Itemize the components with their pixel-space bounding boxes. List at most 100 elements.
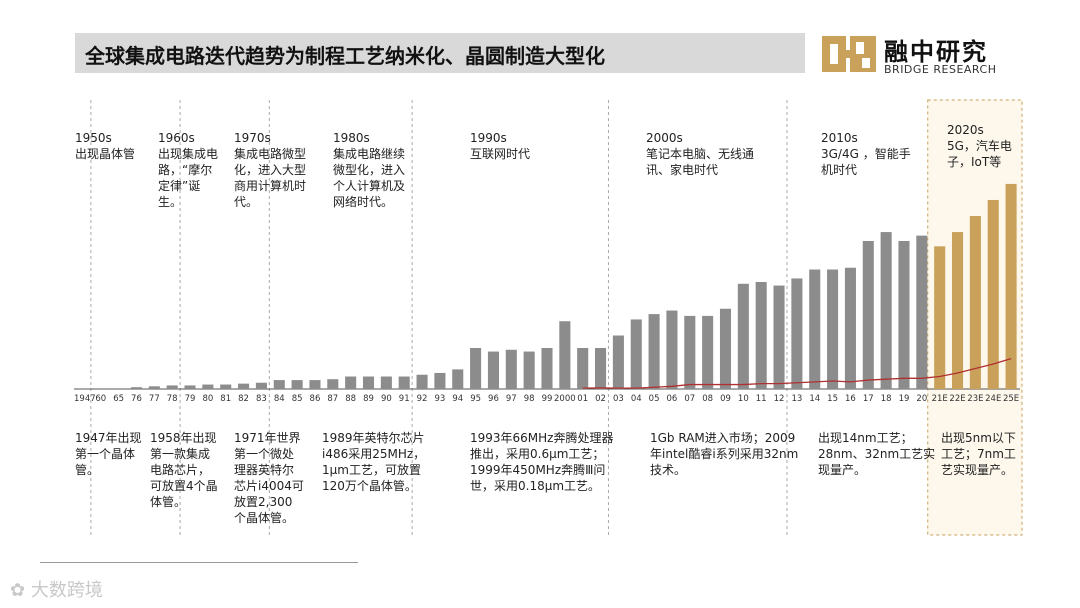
x-tick-label: 78 bbox=[167, 394, 178, 404]
milestone-note: 出现14nm工艺；28nm、32nm工艺实现量产。 bbox=[818, 431, 936, 477]
x-tick-label: 20 bbox=[916, 394, 927, 404]
x-tick-label: 19 bbox=[899, 394, 910, 404]
watermark: ✿ 大数跨境 bbox=[10, 576, 103, 602]
era-label-2000s: 2000s 笔记本电脑、无线通讯、家电时代 bbox=[646, 130, 766, 178]
x-tick-label: 89 bbox=[363, 394, 374, 404]
bar-01 bbox=[577, 347, 589, 389]
x-tick-label: 86 bbox=[310, 394, 321, 404]
x-tick-label: 77 bbox=[149, 394, 160, 404]
bar-78 bbox=[166, 385, 178, 389]
x-tick-label: 15 bbox=[827, 394, 838, 404]
x-tick-label: 60 bbox=[95, 394, 106, 404]
x-tick-label: 99 bbox=[542, 394, 553, 404]
bar-85 bbox=[291, 380, 303, 389]
x-tick-label: 02 bbox=[595, 394, 606, 404]
bar-99 bbox=[541, 347, 553, 389]
x-tick-label: 23E bbox=[967, 394, 983, 404]
x-tick-label: 10 bbox=[738, 394, 749, 404]
x-tick-label: 87 bbox=[327, 394, 338, 404]
watermark-text: 大数跨境 bbox=[30, 580, 103, 601]
bar-97 bbox=[505, 349, 517, 389]
milestone-note: 1947年出现第一个晶体管。 bbox=[75, 431, 142, 477]
era-label-1980s: 1980s 集成电路继续微型化，进入个人计算机及网络时代。 bbox=[333, 130, 413, 210]
era-desc: 出现集成电路，“摩尔定律”诞生。 bbox=[158, 147, 219, 209]
bar-95 bbox=[470, 347, 482, 389]
x-tick-label: 24E bbox=[985, 394, 1001, 404]
era-year: 2000s bbox=[646, 131, 683, 145]
bar-05 bbox=[648, 314, 660, 389]
bar-11 bbox=[755, 282, 767, 389]
x-tick-label: 13 bbox=[791, 394, 802, 404]
milestone-note: 出现5nm以下工艺；7nm工艺实现量产。 bbox=[941, 431, 1016, 477]
milestone-note: 1Gb RAM进入市场；2009年intel酷睿i系列采用32nm技术。 bbox=[650, 431, 799, 477]
bar-77 bbox=[148, 386, 160, 389]
bar-08 bbox=[702, 315, 714, 389]
bar-91 bbox=[398, 376, 410, 389]
bar-94 bbox=[452, 369, 464, 389]
bar-82 bbox=[238, 383, 250, 389]
era-year: 1990s bbox=[470, 131, 507, 145]
era-label-1970s: 1970s 集成电路微型化，进入大型商用计算机时代。 bbox=[234, 130, 306, 210]
x-tick-label: 83 bbox=[256, 394, 267, 404]
bar-83 bbox=[255, 382, 267, 389]
bar-06 bbox=[666, 310, 678, 389]
bar-20 bbox=[916, 235, 928, 389]
bar-15 bbox=[827, 269, 839, 389]
x-tick-label: 18 bbox=[881, 394, 892, 404]
bar-84 bbox=[273, 380, 285, 389]
bar-87 bbox=[327, 379, 339, 389]
x-tick-label: 79 bbox=[185, 394, 196, 404]
x-tick-label: 01 bbox=[577, 394, 588, 404]
x-tick-label: 96 bbox=[488, 394, 499, 404]
bar-80 bbox=[202, 384, 214, 389]
bar-23E bbox=[969, 216, 981, 389]
bar-76 bbox=[130, 387, 143, 389]
x-tick-label: 08 bbox=[702, 394, 713, 404]
era-year: 1980s bbox=[333, 131, 370, 145]
era-label-2010s: 2010s 3G/4G ，智能手机时代 bbox=[821, 130, 911, 178]
x-tick-label: 04 bbox=[631, 394, 642, 404]
x-tick-label: 90 bbox=[381, 394, 392, 404]
milestone-note: 1989年英特尔芯片i486采用25MHz，1μm工艺，可放置120万个晶体管。 bbox=[322, 431, 426, 493]
bar-86 bbox=[309, 380, 321, 389]
era-desc: 集成电路微型化，进入大型商用计算机时代。 bbox=[234, 147, 307, 209]
bar-2000 bbox=[559, 321, 571, 389]
x-tick-label: 76 bbox=[131, 394, 142, 404]
footer-divider bbox=[40, 562, 358, 563]
watermark-icon: ✿ bbox=[10, 580, 26, 601]
bar-19 bbox=[898, 240, 910, 389]
x-tick-label: 88 bbox=[345, 394, 356, 404]
era-label-2020s: 2020s 5G，汽车电子，IoT等 bbox=[947, 122, 1025, 170]
bar-04 bbox=[630, 319, 642, 389]
logo: 融中研究 BRIDGE RESEARCH bbox=[822, 30, 1022, 80]
x-tick-label: 94 bbox=[452, 394, 463, 404]
bar-14 bbox=[809, 269, 821, 389]
era-desc: 5G，汽车电子，IoT等 bbox=[947, 139, 1012, 169]
x-tick-label: 11 bbox=[756, 394, 767, 404]
x-tick-label: 97 bbox=[506, 394, 517, 404]
x-tick-label: 03 bbox=[613, 394, 624, 404]
x-tick-label: 06 bbox=[667, 394, 678, 404]
bar-96 bbox=[487, 351, 499, 389]
x-tick-label: 2000 bbox=[554, 394, 576, 404]
milestone-note: 1993年66MHz奔腾处理器推出，采用0.6μm工艺；1999年450MHz奔… bbox=[470, 431, 614, 493]
x-tick-label: 07 bbox=[684, 394, 695, 404]
x-tick-label: 98 bbox=[524, 394, 535, 404]
milestone-note: 1958年出现第一款集成电路芯片，可放置4个晶体管。 bbox=[150, 431, 218, 509]
x-tick-label: 81 bbox=[220, 394, 231, 404]
era-year: 2010s bbox=[821, 131, 858, 145]
x-tick-label: 22E bbox=[949, 394, 965, 404]
title-bar: 全球集成电路迭代趋势为制程工艺纳米化、晶圆制造大型化 bbox=[75, 33, 805, 73]
bar-93 bbox=[434, 372, 446, 389]
bar-03 bbox=[612, 335, 624, 389]
era-label-1960s: 1960s 出现集成电路，“摩尔定律”诞生。 bbox=[158, 130, 220, 210]
x-tick-label: 16 bbox=[845, 394, 856, 404]
x-tick-label: 12 bbox=[774, 394, 785, 404]
bar-92 bbox=[416, 374, 428, 389]
era-label-1950s: 1950s 出现晶体管 bbox=[75, 130, 145, 162]
bridge-research-logo-icon bbox=[822, 36, 876, 72]
era-desc: 出现晶体管 bbox=[75, 147, 136, 161]
bar-17 bbox=[862, 240, 874, 389]
bar-09 bbox=[719, 308, 732, 389]
bar-07 bbox=[684, 315, 696, 389]
